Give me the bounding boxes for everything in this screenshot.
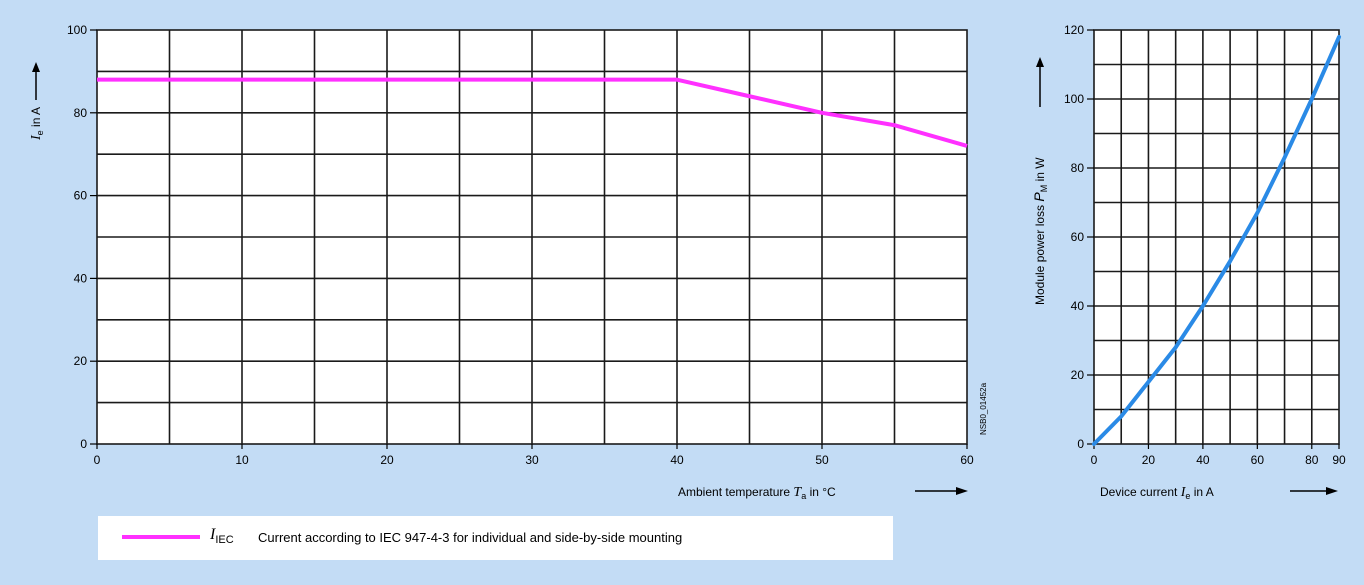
left-grid <box>97 30 967 444</box>
right-chart: 0 20 40 60 80 90 0 20 40 60 80 100 120 Module power … <box>1031 23 1346 501</box>
right-x-tick-label: 80 <box>1305 453 1319 467</box>
right-y-symbol-sub: M <box>1039 185 1049 193</box>
left-y-tick-label: 60 <box>74 189 88 203</box>
left-y-axis-arrow-head <box>32 62 40 72</box>
left-y-tick-label: 20 <box>74 354 88 368</box>
left-y-tick-label: 80 <box>74 106 88 120</box>
left-y-axis-label: Ie in A <box>29 62 45 141</box>
left-y-symbol-sub: e <box>35 130 45 135</box>
left-x-tick-label: 0 <box>94 453 101 467</box>
right-x-tick-label: 40 <box>1196 453 1210 467</box>
right-y-label-text: Module power loss <box>1033 205 1047 305</box>
right-y-symbol: P <box>1031 192 1047 202</box>
left-series <box>97 77 968 148</box>
right-x-label-text: Device current <box>1100 485 1178 499</box>
right-y-tick-label: 20 <box>1071 368 1085 382</box>
right-x-tick-label: 20 <box>1142 453 1156 467</box>
right-y-tick-label: 60 <box>1071 230 1085 244</box>
right-y-tick-label: 120 <box>1064 23 1084 37</box>
left-y-unit: in A <box>29 107 43 127</box>
left-y-tick-label: 100 <box>67 23 87 37</box>
left-x-tick-label: 60 <box>960 453 974 467</box>
left-x-tick-label: 50 <box>815 453 829 467</box>
legend-symbol-sub: IEC <box>215 534 234 546</box>
left-chart: 0 10 20 30 40 50 60 0 20 40 60 80 100 Ie in A Ambien… <box>29 23 988 501</box>
left-x-tick-label: 20 <box>380 453 394 467</box>
right-x-symbol: I <box>1180 485 1187 500</box>
right-x-axis-arrow-head <box>1326 487 1338 495</box>
right-y-tick-label: 0 <box>1077 437 1084 451</box>
right-x-axis-label: Device current Ie in A <box>1100 485 1214 501</box>
right-series <box>1092 34 1341 446</box>
left-x-label-text: Ambient temperature <box>678 485 790 499</box>
left-annotation: NSB0_01452a <box>979 382 988 435</box>
left-ticks: 0 10 20 30 40 50 60 0 20 40 60 80 100 <box>67 23 974 467</box>
right-y-tick-label: 40 <box>1071 299 1085 313</box>
legend-symbol-main: I <box>210 526 216 543</box>
left-y-symbol: I <box>29 134 44 141</box>
right-x-tick-label: 60 <box>1251 453 1265 467</box>
legend-symbol: IIEC <box>210 526 234 546</box>
right-ticks: 0 20 40 60 80 90 0 20 40 60 80 100 120 <box>1064 23 1346 467</box>
left-x-tick-label: 40 <box>670 453 684 467</box>
right-x-unit: in A <box>1194 485 1214 499</box>
legend-line-swatch <box>122 535 200 539</box>
legend-text: Current according to IEC 947-4-3 for ind… <box>258 530 683 545</box>
left-x-symbol-sub: a <box>801 491 806 501</box>
left-y-tick-label: 40 <box>74 271 88 285</box>
right-y-axis-label: Module power loss PM in W <box>1031 57 1049 305</box>
right-y-tick-label: 80 <box>1071 161 1085 175</box>
left-x-unit: in °C <box>810 485 836 499</box>
left-x-tick-label: 10 <box>235 453 249 467</box>
svg-text:Ie in A: Ie in A <box>29 107 45 141</box>
left-y-tick-label: 0 <box>80 437 87 451</box>
right-y-unit: in W <box>1033 157 1047 182</box>
left-x-symbol: T <box>793 485 802 500</box>
left-x-axis-arrow-head <box>956 487 968 495</box>
right-x-tick-label: 90 <box>1332 453 1346 467</box>
left-x-axis-label: Ambient temperature Ta in °C <box>678 485 836 501</box>
right-y-axis-arrow-head <box>1036 57 1044 67</box>
left-series-line <box>97 77 968 148</box>
right-series-line <box>1092 34 1341 446</box>
svg-text:Module power loss PM in W: Module power loss PM in W <box>1031 157 1049 305</box>
left-x-tick-label: 30 <box>525 453 539 467</box>
right-x-tick-label: 0 <box>1091 453 1098 467</box>
legend: IIEC Current according to IEC 947-4-3 fo… <box>98 516 893 560</box>
right-y-tick-label: 100 <box>1064 92 1084 106</box>
right-x-symbol-sub: e <box>1185 491 1190 501</box>
